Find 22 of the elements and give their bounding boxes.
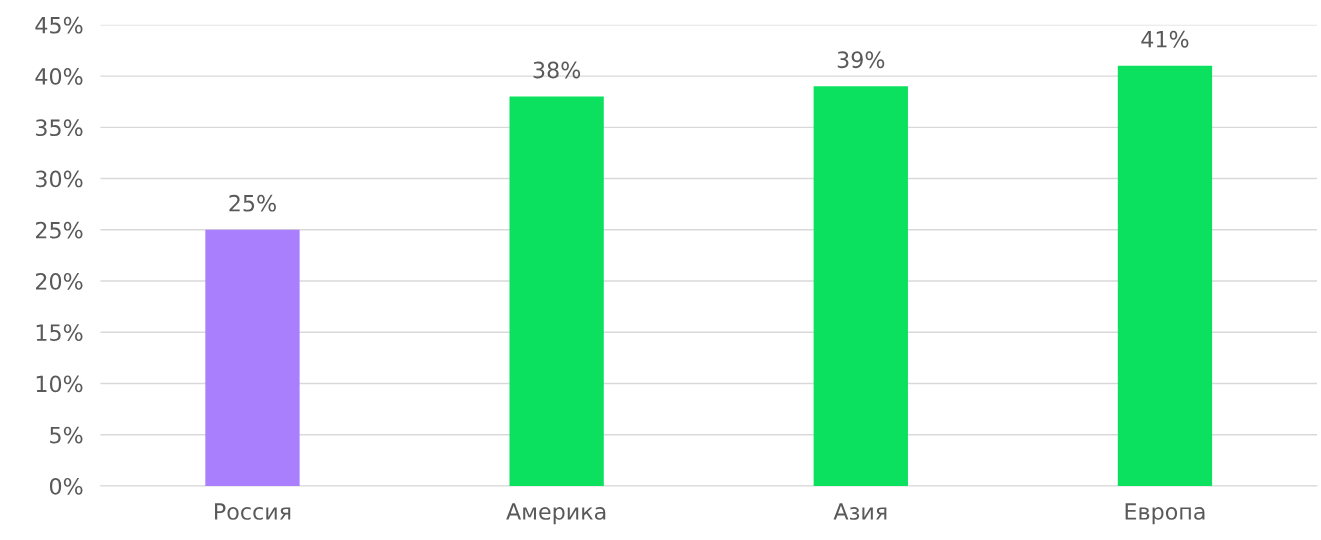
data-label: 38% xyxy=(533,61,581,79)
y-tick-label: 40% xyxy=(35,68,83,85)
bar xyxy=(509,96,604,486)
y-tick-label: 10% xyxy=(36,375,83,393)
bar xyxy=(813,86,908,486)
x-tick-label: Америка xyxy=(506,503,606,525)
bar xyxy=(1117,65,1213,486)
bar xyxy=(205,229,300,486)
y-tick-label: 20% xyxy=(35,272,83,290)
data-label: 41% xyxy=(1141,30,1189,48)
data-label: 25% xyxy=(229,194,276,212)
y-tick-label: 30% xyxy=(36,170,83,188)
x-tick-label: Азия xyxy=(833,503,887,520)
x-tick-label: Европа xyxy=(1125,503,1205,525)
y-tick-label: 45% xyxy=(35,16,83,34)
data-label: 39% xyxy=(837,51,885,69)
x-tick-label: Россия xyxy=(215,503,291,520)
y-tick-label: 15% xyxy=(36,324,83,342)
y-tick-label: 0% xyxy=(49,477,83,495)
y-tick-label: 25% xyxy=(35,221,83,239)
y-tick-label: 35% xyxy=(36,119,83,137)
y-tick-label: 5% xyxy=(50,426,83,444)
